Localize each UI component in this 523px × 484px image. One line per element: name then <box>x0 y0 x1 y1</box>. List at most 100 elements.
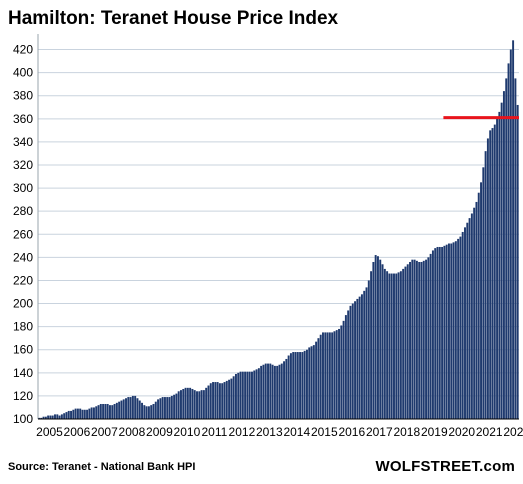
bar <box>161 397 164 419</box>
grid-lines <box>38 49 519 397</box>
bar <box>324 332 327 419</box>
bar <box>470 213 473 419</box>
bar <box>356 298 359 419</box>
x-tick-label: 2009 <box>146 425 173 439</box>
bar <box>260 365 263 419</box>
bar <box>67 410 70 419</box>
bar <box>257 368 260 419</box>
bar <box>276 365 279 419</box>
bar <box>415 260 418 419</box>
bar <box>86 409 89 419</box>
bar <box>310 346 313 419</box>
bar <box>374 255 377 419</box>
bar <box>113 403 116 419</box>
bar <box>251 371 253 419</box>
bar <box>493 124 496 419</box>
bar <box>225 380 228 419</box>
bar <box>111 405 114 419</box>
bar <box>301 352 304 419</box>
bar <box>431 250 434 419</box>
bar <box>269 363 272 419</box>
bar <box>486 138 489 419</box>
bar <box>347 310 350 419</box>
bar <box>289 353 292 419</box>
bar <box>186 387 189 419</box>
bar <box>99 403 102 419</box>
x-tick-label: 2020 <box>448 425 475 439</box>
bar <box>333 331 336 419</box>
bar <box>154 401 157 419</box>
bar <box>482 167 485 419</box>
bar <box>376 256 379 419</box>
x-tick-label: 2008 <box>119 425 146 439</box>
chart-title: Hamilton: Teranet House Price Index <box>8 8 339 29</box>
bar <box>134 395 137 419</box>
bar <box>397 272 400 419</box>
bar <box>42 416 45 419</box>
bar <box>448 243 450 419</box>
bar <box>120 400 123 419</box>
bar <box>58 415 61 419</box>
bar <box>81 409 84 419</box>
bar <box>234 373 237 419</box>
bar <box>74 408 77 419</box>
y-tick-label: 420 <box>13 43 33 57</box>
bar <box>97 405 100 419</box>
y-tick-label: 100 <box>13 412 33 426</box>
y-tick-label: 260 <box>13 227 33 241</box>
bar <box>457 238 460 419</box>
x-tick-label: 2010 <box>174 425 201 439</box>
bar <box>79 408 82 419</box>
bar <box>196 391 198 419</box>
bar <box>434 248 437 419</box>
bar <box>459 236 462 419</box>
bar <box>466 222 469 419</box>
bar <box>496 118 499 419</box>
bar <box>246 371 249 419</box>
bar <box>480 182 482 419</box>
bar <box>175 393 178 419</box>
bar <box>386 271 389 419</box>
bar <box>328 332 331 419</box>
bar <box>150 405 153 419</box>
bar <box>344 315 347 419</box>
bar <box>168 397 171 419</box>
bar <box>88 408 91 419</box>
bar <box>102 403 105 419</box>
bar <box>502 91 505 420</box>
bar <box>60 414 63 419</box>
bar <box>202 390 205 419</box>
x-tick-label: 2014 <box>283 425 310 439</box>
bar <box>514 78 517 419</box>
bar <box>136 398 139 419</box>
bar <box>189 387 192 419</box>
bar <box>40 417 43 419</box>
bar <box>253 370 256 419</box>
bar <box>489 130 492 420</box>
bar <box>411 259 414 419</box>
bar <box>209 383 212 419</box>
bar <box>452 242 455 419</box>
bar <box>402 268 405 419</box>
bar <box>354 301 357 419</box>
bar <box>349 305 352 419</box>
bar <box>92 407 95 419</box>
axes <box>37 34 519 420</box>
bar <box>223 382 226 419</box>
x-tick-label: 2006 <box>64 425 91 439</box>
bar <box>248 371 251 419</box>
x-tick-label: 2021 <box>476 425 503 439</box>
y-tick-label: 240 <box>13 250 33 264</box>
bar <box>104 403 107 419</box>
bar <box>90 407 93 419</box>
bar <box>152 403 155 419</box>
x-tick-labels: 2005 2006 2007 2008 2009 2010 2011 2012 2013 2014… <box>36 425 523 439</box>
bar <box>429 253 432 419</box>
bar <box>212 382 215 419</box>
bar <box>115 402 118 419</box>
bar <box>180 390 182 419</box>
bar <box>294 352 297 419</box>
y-tick-label: 160 <box>13 343 33 357</box>
bar <box>395 273 398 419</box>
